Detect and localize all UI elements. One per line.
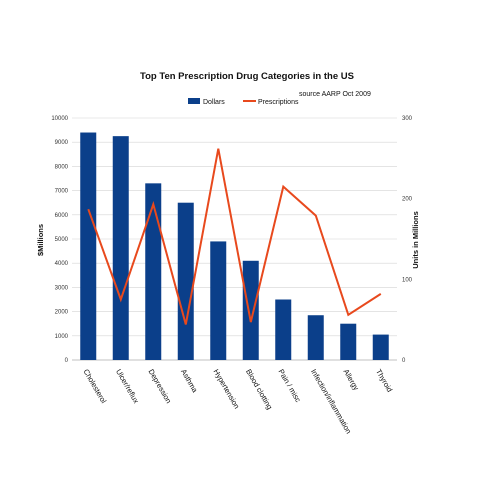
bar-dollars	[340, 323, 357, 360]
y-tick-label: 0	[65, 358, 69, 364]
category-label: Ulcer/reflux	[114, 368, 141, 406]
y-tick-label: 6000	[55, 213, 69, 219]
chart-source: source AARP Oct 2009	[299, 91, 371, 98]
y2-tick-label: 100	[402, 277, 413, 283]
bar-dollars	[307, 315, 324, 360]
bar-dollars	[372, 334, 389, 360]
y-tick-label: 4000	[55, 261, 69, 267]
bar-dollars	[177, 202, 194, 360]
bar-dollars	[275, 299, 292, 360]
bar-dollars	[145, 183, 162, 360]
category-label: Cholesterol	[82, 368, 109, 406]
right-axis-ticks: 0 100 200 300	[402, 116, 413, 364]
bars	[80, 132, 389, 360]
y2-tick-label: 300	[402, 116, 413, 122]
category-label: Pain / misc	[277, 368, 303, 404]
legend-label-dollars: Dollars	[203, 99, 225, 106]
y-tick-label: 2000	[55, 310, 69, 316]
line-prescriptions	[87, 148, 382, 325]
category-label: Asthma	[179, 368, 200, 395]
legend-swatch-dollars	[188, 98, 200, 104]
y-tick-label: 7000	[55, 189, 69, 195]
bar-dollars	[242, 260, 259, 360]
category-label: Blood clotting	[244, 368, 274, 411]
bar-dollars	[210, 241, 227, 360]
prescriptions-line	[87, 148, 382, 325]
y-tick-label: 10000	[51, 116, 68, 122]
y-axis-title: $Millions	[36, 224, 45, 256]
y2-axis-title: Units in Millions	[411, 211, 420, 269]
category-label: Allergy	[342, 368, 361, 393]
category-label: Thyroid	[374, 368, 394, 394]
y-tick-label: 5000	[55, 237, 69, 243]
left-axis-ticks: 0 1000 2000 3000 4000 5000 6000 7000 8000 9000 100…	[51, 116, 68, 364]
category-label: Depression	[147, 368, 174, 405]
category-labels: Cholesterol Ulcer/reflux Depression Asthma H…	[82, 368, 395, 436]
bar-dollars	[80, 132, 97, 360]
y-tick-label: 9000	[55, 140, 69, 146]
y-tick-label: 1000	[55, 334, 69, 340]
legend-label-prescriptions: Prescriptions	[258, 99, 299, 106]
y2-tick-label: 200	[402, 197, 413, 203]
legend: Dollars Prescriptions	[188, 98, 299, 106]
y-tick-label: 3000	[55, 285, 69, 291]
y2-tick-label: 0	[402, 358, 406, 364]
category-label: Hypertension	[212, 368, 242, 411]
bar-dollars	[112, 136, 129, 360]
y-tick-label: 8000	[55, 164, 69, 170]
chart-title: Top Ten Prescription Drug Categories in …	[140, 71, 354, 82]
